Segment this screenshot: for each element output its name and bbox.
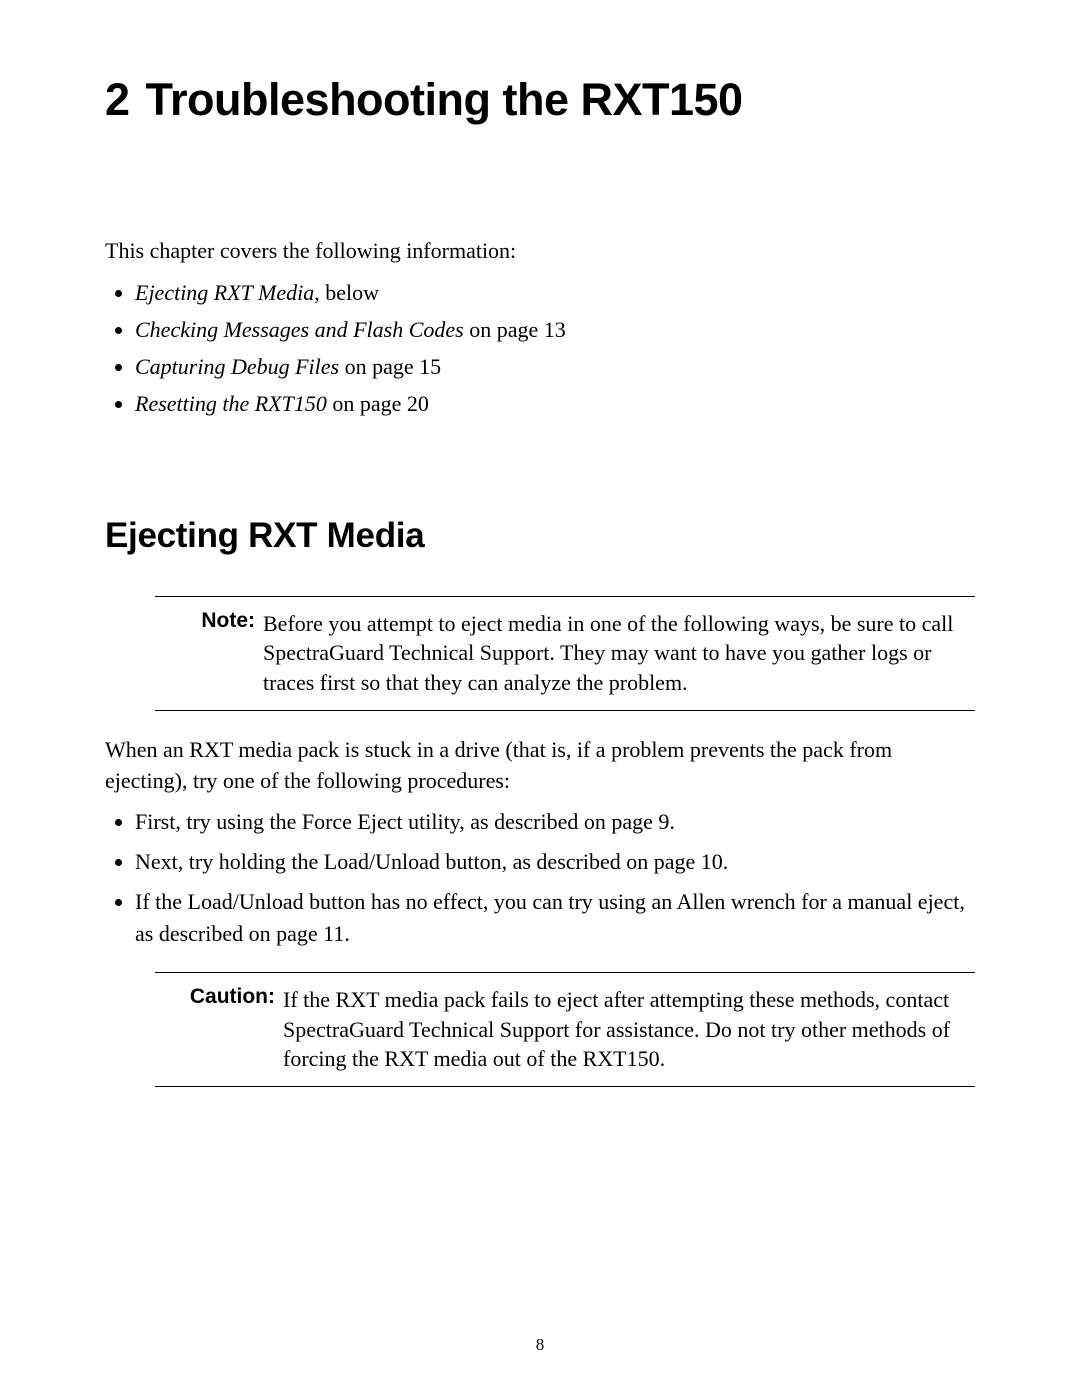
toc-item-title: Checking Messages and Flash Codes (135, 317, 464, 342)
caution-block: Caution: If the RXT media pack fails to … (155, 972, 975, 1087)
toc-item-title: Ejecting RXT Media (135, 280, 314, 305)
toc-item-title: Capturing Debug Files (135, 354, 339, 379)
page-number: 8 (0, 1335, 1080, 1355)
chapter-toc-list: Ejecting RXT Media, below Checking Messa… (135, 276, 975, 420)
procedure-item: First, try using the Force Eject utility… (135, 806, 975, 838)
procedure-list: First, try using the Force Eject utility… (135, 806, 975, 950)
procedure-item: Next, try holding the Load/Unload button… (135, 846, 975, 878)
chapter-number: 2 (105, 74, 130, 125)
toc-item: Resetting the RXT150 on page 20 (135, 387, 975, 420)
section-title: Ejecting RXT Media (105, 516, 975, 556)
caution-label: Caution: (155, 985, 283, 1009)
chapter-title: 2 Troubleshooting the RXT150 (105, 74, 975, 126)
toc-item-suffix: on page 20 (327, 391, 429, 416)
procedure-item: If the Load/Unload button has no effect,… (135, 886, 975, 950)
body-paragraph: When an RXT media pack is stuck in a dri… (105, 735, 975, 797)
toc-item-suffix: on page 15 (339, 354, 441, 379)
chapter-title-text: Troubleshooting the RXT150 (146, 74, 743, 125)
note-body: Before you attempt to eject media in one… (263, 609, 975, 698)
toc-item: Capturing Debug Files on page 15 (135, 350, 975, 383)
chapter-intro-text: This chapter covers the following inform… (105, 236, 975, 266)
note-label: Note: (155, 609, 263, 633)
document-page: 2 Troubleshooting the RXT150 This chapter… (0, 0, 1080, 1397)
caution-body: If the RXT media pack fails to eject aft… (283, 985, 975, 1074)
toc-item: Ejecting RXT Media, below (135, 276, 975, 309)
toc-item: Checking Messages and Flash Codes on pag… (135, 313, 975, 346)
toc-item-suffix: , below (314, 280, 379, 305)
toc-item-suffix: on page 13 (464, 317, 566, 342)
toc-item-title: Resetting the RXT150 (135, 391, 327, 416)
note-block: Note: Before you attempt to eject media … (155, 596, 975, 711)
